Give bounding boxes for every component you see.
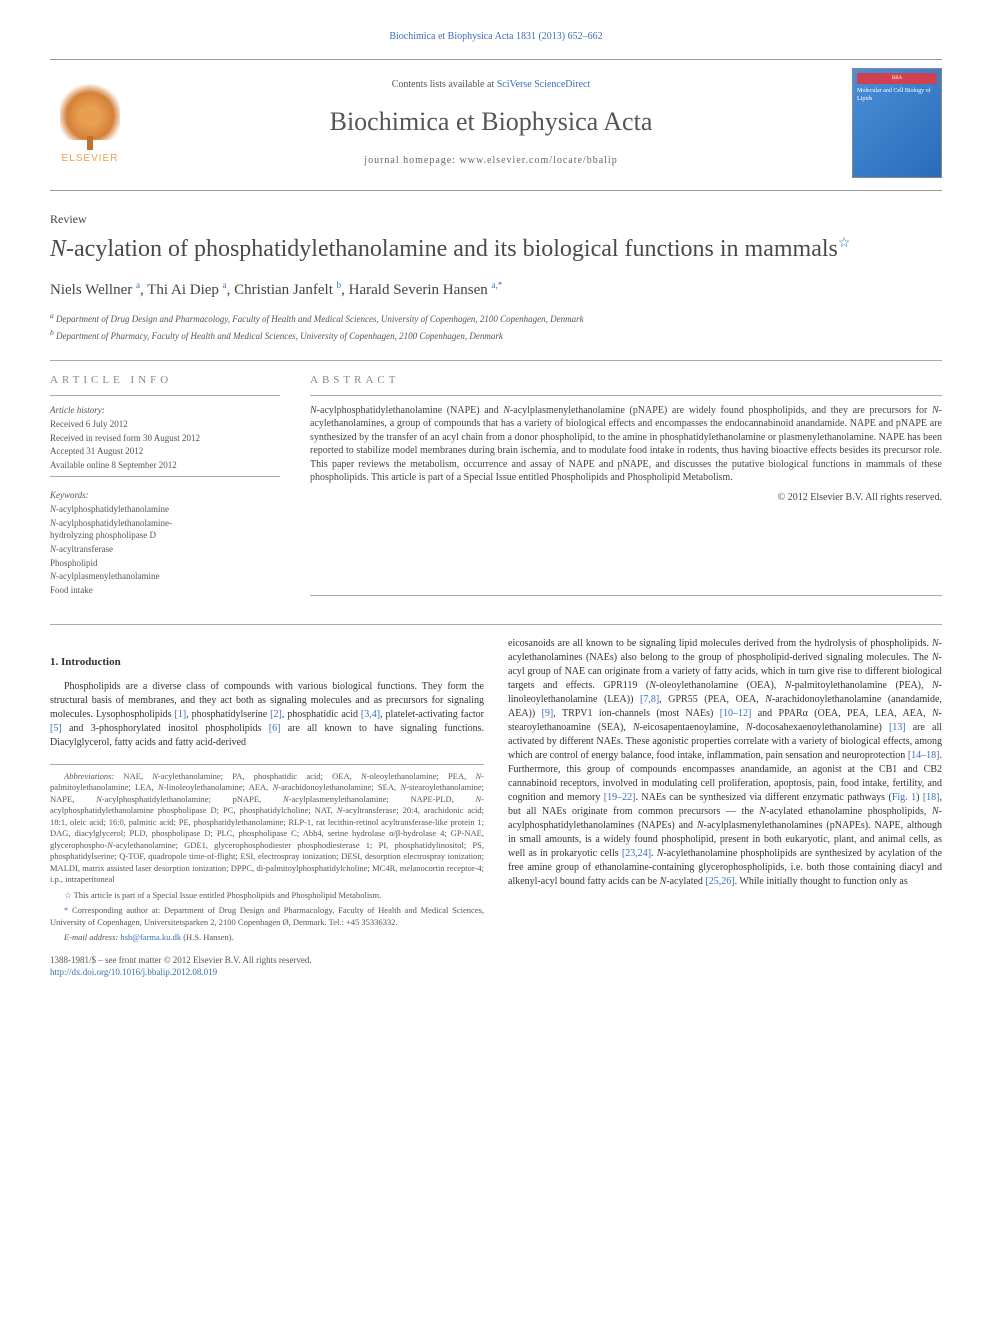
body-columns: 1. Introduction Phospholipids are a dive… bbox=[50, 637, 942, 979]
keyword: N-acyltransferase bbox=[50, 543, 280, 556]
corresponding-footnote: * Corresponding author at: Department of… bbox=[50, 905, 484, 928]
keyword: Food intake bbox=[50, 584, 280, 597]
affiliation: b Department of Pharmacy, Faculty of Hea… bbox=[50, 328, 942, 343]
header-center: Contents lists available at SciVerse Sci… bbox=[130, 78, 852, 168]
affil-label: a bbox=[50, 311, 54, 320]
body-paragraph: Phospholipids are a diverse class of com… bbox=[50, 680, 484, 750]
authors-list: Niels Wellner a, Thi Ai Diep a, Christia… bbox=[50, 279, 942, 301]
ref-link[interactable]: [3,4] bbox=[361, 709, 380, 720]
author: Niels Wellner bbox=[50, 282, 132, 298]
journal-cover: BBA Molecular and Cell Biology of Lipids bbox=[852, 68, 942, 178]
author: Harald Severin Hansen bbox=[349, 282, 488, 298]
keyword: N-acylphosphatidylethanolamine-hydrolyzi… bbox=[50, 517, 280, 542]
abstract: ABSTRACT N-acylphosphatidylethanolamine … bbox=[310, 373, 942, 603]
author-affil: a bbox=[136, 280, 140, 290]
cover-bba: BBA bbox=[857, 73, 937, 84]
divider bbox=[50, 360, 942, 361]
elsevier-logo: ELSEVIER bbox=[50, 78, 130, 168]
scidirect-link[interactable]: SciVerse ScienceDirect bbox=[497, 79, 591, 90]
info-abstract-row: ARTICLE INFO Article history: Received 6… bbox=[50, 373, 942, 603]
citation-link[interactable]: Biochimica et Biophysica Acta 1831 (2013… bbox=[50, 30, 942, 44]
abstract-copyright: © 2012 Elsevier B.V. All rights reserved… bbox=[310, 491, 942, 505]
affiliation: a Department of Drug Design and Pharmaco… bbox=[50, 311, 942, 326]
title-star-icon[interactable]: ☆ bbox=[838, 236, 851, 251]
header-box: ELSEVIER Contents lists available at Sci… bbox=[50, 59, 942, 191]
footnotes: Abbreviations: NAE, N-acylethanolamine; … bbox=[50, 764, 484, 944]
abstract-text: N-acylphosphatidylethanolamine (NAPE) an… bbox=[310, 404, 942, 485]
title-body: -acylation of phosphatidylethanolamine a… bbox=[66, 236, 838, 262]
ref-link[interactable]: [2] bbox=[270, 709, 282, 720]
ref-link[interactable]: [6] bbox=[269, 723, 281, 734]
affil-text: Department of Drug Design and Pharmacolo… bbox=[56, 314, 584, 324]
ref-link[interactable]: [14–18] bbox=[908, 750, 940, 761]
keyword: N-acylphosphatidylethanolamine bbox=[50, 503, 280, 516]
ref-link[interactable]: [9] bbox=[542, 708, 554, 719]
email-label: E-mail address: bbox=[64, 932, 118, 942]
section-title: 1. Introduction bbox=[50, 655, 484, 670]
homepage-link[interactable]: journal homepage: www.elsevier.com/locat… bbox=[130, 154, 852, 168]
email-suffix: (H.S. Hansen). bbox=[183, 932, 234, 942]
abbreviations-footnote: Abbreviations: NAE, N-acylethanolamine; … bbox=[50, 771, 484, 886]
doi-link[interactable]: http://dx.doi.org/10.1016/j.bbalip.2012.… bbox=[50, 966, 484, 979]
article-info: ARTICLE INFO Article history: Received 6… bbox=[50, 373, 280, 603]
email-link[interactable]: hsh@farma.ku.dk bbox=[120, 932, 181, 942]
right-column: eicosanoids are all known to be signalin… bbox=[508, 637, 942, 979]
ref-link[interactable]: [10–12] bbox=[720, 708, 752, 719]
elsevier-text: ELSEVIER bbox=[62, 152, 119, 166]
ref-link[interactable]: [23,24] bbox=[622, 848, 651, 859]
fig-link[interactable]: Fig. 1 bbox=[892, 792, 916, 803]
article-type: Review bbox=[50, 211, 942, 228]
title-italic: N bbox=[50, 236, 66, 262]
asterisk-icon: * bbox=[64, 905, 68, 915]
ref-link[interactable]: [7,8] bbox=[640, 694, 659, 705]
bottom-info: 1388-1981/$ – see front matter © 2012 El… bbox=[50, 954, 484, 979]
abbrev-label: Abbreviations: bbox=[64, 771, 114, 781]
divider bbox=[50, 624, 942, 625]
history-item: Available online 8 September 2012 bbox=[50, 459, 280, 472]
affil-label: b bbox=[50, 328, 54, 337]
divider bbox=[310, 395, 942, 396]
issn-line: 1388-1981/$ – see front matter © 2012 El… bbox=[50, 954, 484, 967]
contents-prefix: Contents lists available at bbox=[392, 79, 497, 90]
keyword: Phospholipid bbox=[50, 557, 280, 570]
ref-link[interactable]: [18] bbox=[923, 792, 940, 803]
divider bbox=[50, 395, 280, 396]
divider bbox=[310, 595, 942, 596]
ref-link[interactable]: [13] bbox=[889, 722, 906, 733]
ref-link[interactable]: [1] bbox=[175, 709, 187, 720]
cover-subtitle: Molecular and Cell Biology of Lipids bbox=[857, 87, 937, 104]
author: Christian Janfelt bbox=[234, 282, 333, 298]
ref-link[interactable]: [5] bbox=[50, 723, 62, 734]
affil-text: Department of Pharmacy, Faculty of Healt… bbox=[56, 331, 503, 341]
ref-link[interactable]: [25,26] bbox=[705, 876, 734, 887]
elsevier-tree-icon bbox=[60, 80, 120, 140]
journal-name: Biochimica et Biophysica Acta bbox=[130, 104, 852, 140]
author-affil: b bbox=[337, 280, 342, 290]
info-header: ARTICLE INFO bbox=[50, 373, 280, 388]
affiliations: a Department of Drug Design and Pharmaco… bbox=[50, 311, 942, 342]
body-paragraph: eicosanoids are all known to be signalin… bbox=[508, 637, 942, 889]
author: Thi Ai Diep bbox=[147, 282, 219, 298]
keyword: N-acylplasmenylethanolamine bbox=[50, 570, 280, 583]
corresponding-asterisk[interactable]: * bbox=[498, 280, 503, 290]
article-title: N-acylation of phosphatidylethanolamine … bbox=[50, 234, 942, 265]
ref-link[interactable]: [19–22] bbox=[604, 792, 636, 803]
history-item: Accepted 31 August 2012 bbox=[50, 445, 280, 458]
star-note-text: This article is part of a Special Issue … bbox=[74, 890, 382, 900]
history-item: Received 6 July 2012 bbox=[50, 418, 280, 431]
keywords-label: Keywords: bbox=[50, 489, 280, 502]
corr-label: Corresponding author at: bbox=[72, 905, 160, 915]
left-column: 1. Introduction Phospholipids are a dive… bbox=[50, 637, 484, 979]
history-item: Received in revised form 30 August 2012 bbox=[50, 432, 280, 445]
author-affil: a bbox=[223, 280, 227, 290]
divider bbox=[50, 476, 280, 477]
star-footnote: ☆ This article is part of a Special Issu… bbox=[50, 890, 484, 901]
abstract-header: ABSTRACT bbox=[310, 373, 942, 388]
email-footnote: E-mail address: hsh@farma.ku.dk (H.S. Ha… bbox=[50, 932, 484, 943]
history-label: Article history: bbox=[50, 404, 280, 417]
contents-line: Contents lists available at SciVerse Sci… bbox=[130, 78, 852, 92]
star-icon: ☆ bbox=[64, 890, 72, 900]
